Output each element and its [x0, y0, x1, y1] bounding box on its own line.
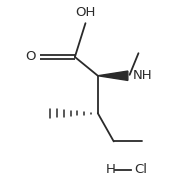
Text: H: H: [105, 163, 115, 176]
Polygon shape: [98, 71, 128, 81]
Text: Cl: Cl: [134, 163, 147, 176]
Text: OH: OH: [75, 6, 96, 19]
Text: NH: NH: [132, 69, 152, 82]
Text: O: O: [25, 50, 36, 64]
